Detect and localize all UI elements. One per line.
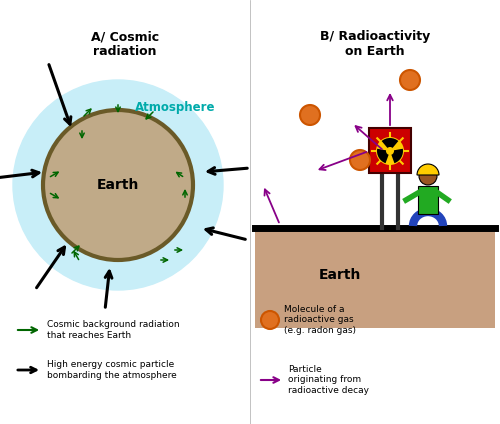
Text: Earth: Earth <box>97 178 139 192</box>
Text: B/ Radioactivity
on Earth: B/ Radioactivity on Earth <box>320 30 430 58</box>
Circle shape <box>386 147 394 155</box>
Text: Molecule of a
radioactive gas
(e.g. radon gas): Molecule of a radioactive gas (e.g. rado… <box>284 305 356 335</box>
Circle shape <box>400 70 420 90</box>
Circle shape <box>43 110 193 260</box>
Circle shape <box>300 105 320 125</box>
Bar <box>369 128 411 173</box>
Text: Particle
originating from
radioactive decay: Particle originating from radioactive de… <box>288 365 369 395</box>
Circle shape <box>261 311 279 329</box>
Circle shape <box>13 80 223 290</box>
Wedge shape <box>390 149 403 163</box>
Wedge shape <box>417 164 439 175</box>
Text: Earth: Earth <box>319 268 361 282</box>
Wedge shape <box>382 138 398 151</box>
Bar <box>255 228 495 328</box>
Text: Cosmic background radiation
that reaches Earth: Cosmic background radiation that reaches… <box>47 320 180 340</box>
Text: Atmosphere: Atmosphere <box>135 101 215 114</box>
Wedge shape <box>377 149 390 163</box>
Circle shape <box>350 150 370 170</box>
Text: High energy cosmic particle
bombarding the atmosphere: High energy cosmic particle bombarding t… <box>47 360 177 380</box>
Bar <box>418 186 438 214</box>
Circle shape <box>376 137 404 165</box>
Circle shape <box>419 167 437 185</box>
Text: A/ Cosmic
radiation: A/ Cosmic radiation <box>91 30 159 58</box>
